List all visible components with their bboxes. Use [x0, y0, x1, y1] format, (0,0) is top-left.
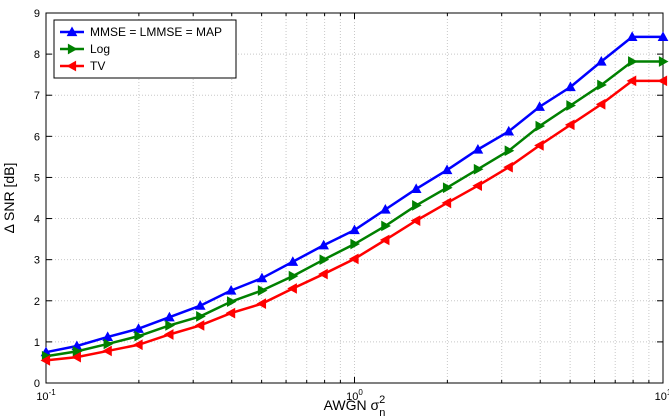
legend-label: TV — [90, 59, 105, 73]
data-point — [225, 307, 236, 319]
data-point — [597, 79, 607, 91]
y-tick-label: 2 — [34, 296, 40, 308]
data-point — [504, 145, 515, 157]
x-tick-label: 10-1 — [36, 388, 56, 403]
data-point — [288, 270, 299, 282]
data-point — [379, 203, 391, 214]
data-point — [626, 31, 638, 41]
y-tick-label: 7 — [34, 90, 40, 102]
x-axis-label: AWGN σ2 n — [324, 394, 386, 418]
data-point — [40, 355, 51, 366]
data-point — [165, 320, 175, 331]
y-tick-label: 8 — [34, 49, 40, 61]
data-point — [565, 81, 576, 92]
data-point — [626, 75, 637, 87]
data-point — [472, 180, 483, 192]
data-point — [381, 220, 391, 232]
data-point — [595, 98, 606, 110]
legend-marker — [67, 43, 78, 55]
data-point — [628, 56, 638, 67]
data-point — [535, 120, 546, 132]
data-point — [71, 351, 81, 363]
data-point — [319, 254, 330, 266]
data-point — [134, 330, 145, 342]
legend-label: Log — [90, 42, 110, 56]
data-point — [534, 101, 545, 111]
x-tick-label: 100 — [346, 388, 363, 403]
data-point — [503, 161, 513, 173]
y-axis-label: Δ SNR [dB] — [1, 163, 17, 234]
data-point — [133, 323, 144, 333]
data-point — [412, 200, 422, 211]
data-point — [564, 119, 575, 131]
data-point — [163, 329, 174, 340]
legend-marker — [66, 26, 78, 37]
data-point — [257, 285, 268, 296]
data-point — [473, 163, 484, 175]
data-point — [657, 75, 668, 87]
data-point — [348, 253, 359, 265]
series — [40, 31, 669, 366]
data-point — [194, 320, 205, 331]
data-point — [566, 100, 576, 111]
data-point — [225, 284, 237, 295]
data-point — [658, 56, 669, 67]
data-point — [103, 338, 114, 350]
y-tick-label: 5 — [34, 172, 40, 184]
data-point — [256, 298, 267, 310]
data-point — [72, 345, 83, 357]
data-point — [226, 296, 237, 307]
y-tick-label: 0 — [34, 378, 40, 390]
legend-box — [53, 19, 237, 79]
data-point — [287, 283, 297, 294]
data-point — [657, 31, 669, 41]
data-point — [410, 183, 422, 194]
data-point — [503, 125, 515, 136]
legend-label: MMSE = LMMSE = MAP — [90, 25, 222, 39]
legend: MMSE = LMMSE = MAP Log TV — [53, 19, 237, 79]
legend-marker — [66, 60, 77, 72]
data-point — [196, 311, 206, 322]
series-1 — [41, 56, 669, 362]
data-point — [379, 234, 390, 246]
y-tick-label: 9 — [34, 8, 40, 20]
data-point — [102, 331, 114, 342]
data-point — [472, 143, 484, 154]
data-point — [350, 238, 361, 250]
data-point — [410, 215, 421, 226]
y-tick-label: 3 — [34, 255, 40, 267]
data-point — [534, 140, 544, 151]
series-2 — [40, 75, 668, 366]
data-point — [133, 339, 143, 351]
data-point — [256, 272, 268, 283]
y-tick-label: 6 — [34, 131, 40, 143]
x-tick-label: 101 — [655, 388, 669, 403]
data-point — [287, 256, 299, 266]
data-point — [441, 164, 453, 175]
data-point — [102, 345, 112, 357]
y-tick-label: 4 — [34, 214, 40, 226]
data-point — [194, 300, 206, 310]
data-point — [318, 239, 329, 250]
y-tick-label: 1 — [34, 337, 40, 349]
data-point — [349, 224, 360, 235]
data-point — [441, 197, 452, 209]
data-point — [164, 311, 175, 322]
data-point — [442, 182, 453, 194]
data-point — [595, 55, 607, 66]
data-point — [318, 268, 328, 280]
axis-ticks: 0 1 2 3 4 5 6 7 8 9 10-1 100 101 — [34, 8, 669, 403]
